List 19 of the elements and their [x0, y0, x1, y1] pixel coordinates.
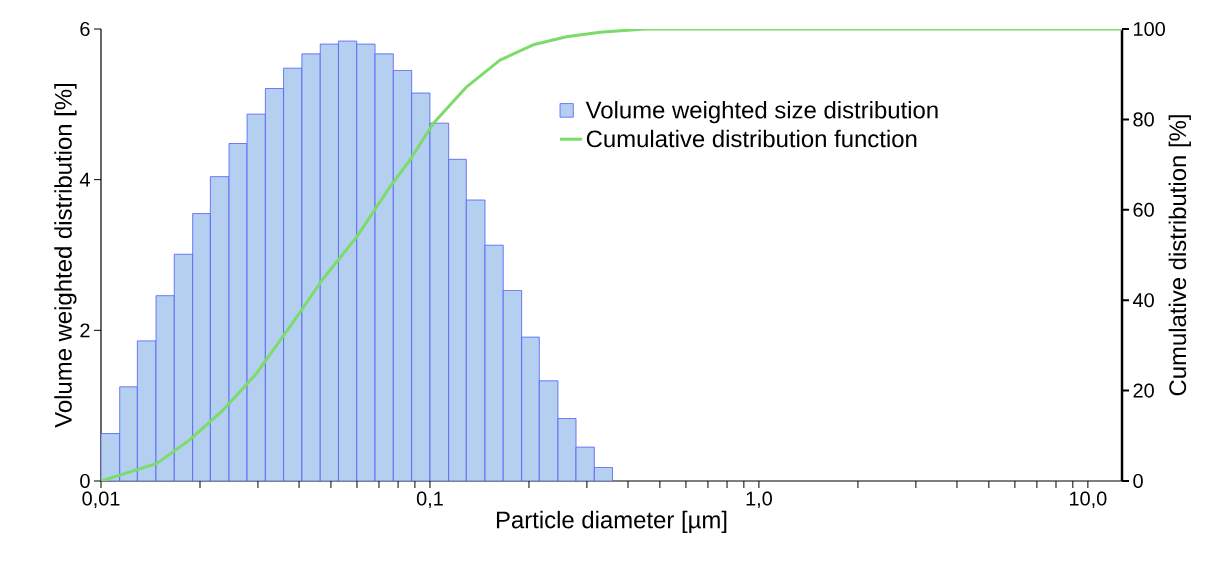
y2-tick-label: 20 — [1133, 383, 1154, 398]
x-tick-label: 0,01 — [82, 491, 120, 508]
y2-tick-label: 100 — [1134, 21, 1165, 37]
y-tick-label: 4 — [79, 172, 90, 187]
y2-axis-title: Cumulative distribution [%] — [1168, 115, 1191, 396]
x-axis-title: Particle diameter [µm] — [496, 510, 727, 534]
y2-tick-label: 80 — [1133, 112, 1154, 127]
x-tick-label: 0,1 — [416, 491, 443, 508]
y-tick-label: 2 — [80, 323, 90, 338]
x-tick-label: 1,0 — [746, 491, 772, 508]
y2-tick-label: 0 — [1133, 473, 1143, 489]
y-tick-label: 6 — [80, 21, 90, 37]
y2-tick-label: 60 — [1133, 202, 1154, 217]
y2-tick-label: 40 — [1132, 293, 1154, 308]
legend-label: Cumulative distribution function — [586, 129, 917, 148]
y-tick-label: 0 — [80, 473, 90, 489]
x-tick-label: 10,0 — [1070, 491, 1107, 508]
y-axis-title: Volume weighted distribution [%] — [54, 83, 77, 428]
legend-label: Volume weighted size distribution — [585, 100, 938, 124]
